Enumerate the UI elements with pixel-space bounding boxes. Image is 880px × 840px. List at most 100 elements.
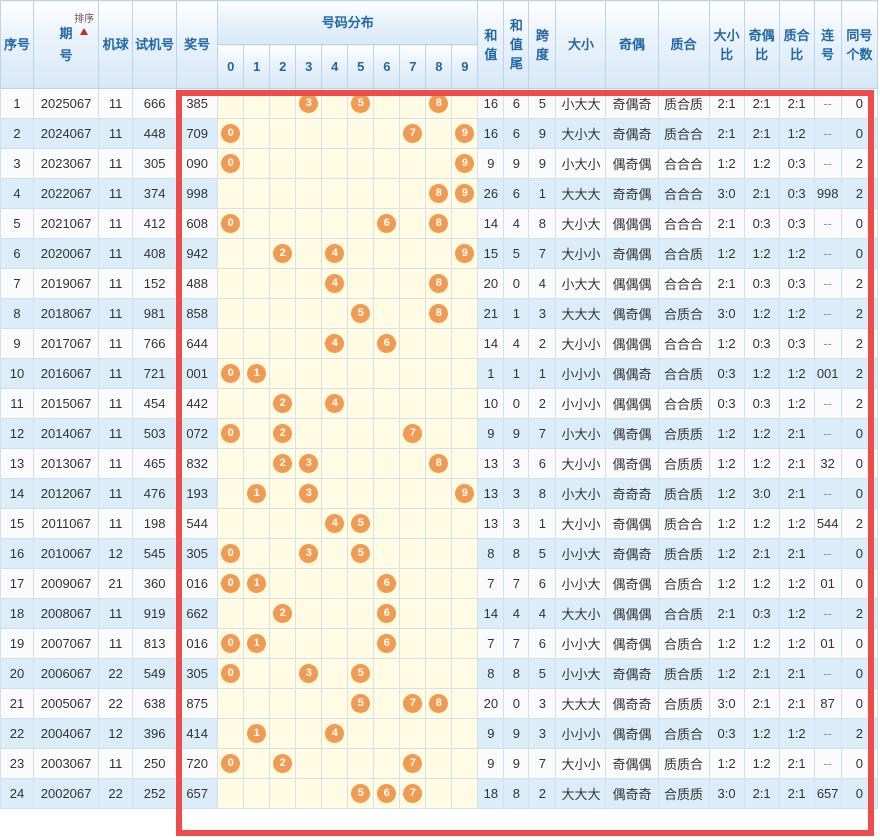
cell-machine-ball: 11: [98, 388, 134, 419]
cell-size: 大小小: [555, 448, 607, 479]
cell-span: 5: [528, 658, 557, 689]
cell-digit-6: [373, 658, 401, 689]
cell-size-ratio: 2:1: [708, 268, 745, 299]
cell-prime: 合质质: [657, 448, 710, 479]
cell-digit-7: 7: [399, 418, 427, 449]
cell-digit-0: [217, 238, 245, 269]
cell-digit-3: [295, 208, 323, 239]
cell-digit-3: [295, 628, 323, 659]
cell-seq: 17: [0, 568, 35, 599]
digit-ball: 8: [429, 214, 449, 233]
cell-sum: 21: [477, 298, 505, 329]
cell-size-ratio: 1:2: [708, 148, 745, 179]
cell-digit-0: 0: [217, 748, 245, 779]
cell-digit-5: 5: [347, 778, 375, 809]
digit-ball: 0: [221, 424, 241, 443]
cell-consecutive: --: [813, 88, 842, 119]
cell-digit-2: [269, 688, 297, 719]
cell-digit-8: [425, 478, 453, 509]
cell-prize-number: 016: [176, 568, 219, 599]
digit-ball: 4: [325, 514, 345, 533]
cell-digit-0: [217, 268, 245, 299]
cell-period: 2003067: [33, 748, 100, 779]
cell-period: 2010067: [33, 538, 100, 569]
cell-seq: 20: [0, 658, 35, 689]
cell-digit-3: [295, 148, 323, 179]
cell-test-number: 374: [132, 178, 178, 209]
cell-seq: 8: [0, 298, 35, 329]
cell-digit-8: [425, 538, 453, 569]
cell-prime: 合合质: [657, 388, 710, 419]
cell-digit-4: [321, 658, 349, 689]
cell-prize-number: 414: [176, 718, 219, 749]
cell-digit-1: 1: [243, 568, 271, 599]
digit-ball: 0: [221, 754, 241, 773]
cell-size: 大大大: [555, 778, 607, 809]
digit-ball: 3: [299, 544, 319, 563]
digit-column-header-8: 8: [425, 44, 453, 89]
digit-ball: 9: [455, 244, 475, 263]
cell-consecutive: 001: [813, 358, 842, 389]
cell-parity-ratio: 0:3: [743, 268, 780, 299]
digit-ball: 9: [455, 124, 475, 143]
cell-digit-0: 0: [217, 208, 245, 239]
digit-ball: 5: [351, 784, 371, 803]
cell-prime-ratio: 2:1: [778, 418, 815, 449]
cell-parity: 偶奇偶: [605, 628, 659, 659]
cell-digit-7: [399, 298, 427, 329]
cell-period: 2015067: [33, 388, 100, 419]
cell-digit-5: [347, 178, 375, 209]
cell-size-ratio: 1:2: [708, 508, 745, 539]
cell-digit-4: [321, 358, 349, 389]
digit-ball: 6: [377, 784, 397, 803]
cell-same-count: 0: [840, 448, 879, 479]
cell-prime-ratio: 2:1: [778, 478, 815, 509]
cell-test-number: 476: [132, 478, 178, 509]
cell-digit-6: [373, 718, 401, 749]
column-header-prime: 质合: [657, 0, 710, 89]
cell-test-number: 813: [132, 628, 178, 659]
cell-seq: 22: [0, 718, 35, 749]
cell-digit-6: [373, 508, 401, 539]
cell-span: 9: [528, 118, 557, 149]
cell-prize-number: 709: [176, 118, 219, 149]
cell-machine-ball: 11: [98, 88, 134, 119]
cell-digit-3: [295, 328, 323, 359]
cell-size: 小小小: [555, 358, 607, 389]
cell-sum: 20: [477, 688, 505, 719]
sort-control[interactable]: 排序: [71, 14, 97, 35]
table-row: 17 2009067 21 360 016 0 1 6 7 7 6 小小大 偶奇偶 合质合 1:2 1:2 1:…: [0, 568, 879, 599]
table-row: 11 2015067 11 454 442 2 4 10 0 2 小小小 偶偶偶 合合质 0:3 0:3 1:…: [0, 388, 879, 419]
cell-digit-7: [399, 718, 427, 749]
cell-size: 小大小: [555, 418, 607, 449]
cell-digit-4: [321, 628, 349, 659]
cell-seq: 5: [0, 208, 35, 239]
cell-digit-7: [399, 658, 427, 689]
cell-digit-5: 5: [347, 538, 375, 569]
cell-digit-8: [425, 418, 453, 449]
cell-digit-5: 5: [347, 658, 375, 689]
cell-digit-8: [425, 118, 453, 149]
digit-ball: 1: [247, 484, 267, 503]
cell-prize-number: 662: [176, 598, 219, 629]
cell-digit-9: [451, 718, 479, 749]
cell-consecutive: 32: [813, 448, 842, 479]
cell-span: 6: [528, 628, 557, 659]
cell-prime-ratio: 1:2: [778, 358, 815, 389]
cell-prime: 合质合: [657, 568, 710, 599]
cell-seq: 15: [0, 508, 35, 539]
cell-sum: 16: [477, 118, 505, 149]
cell-digit-7: [399, 388, 427, 419]
cell-period: 2025067: [33, 88, 100, 119]
digit-ball: 8: [429, 454, 449, 473]
column-header-span: 跨度: [528, 0, 557, 89]
digit-ball: 9: [455, 154, 475, 173]
cell-machine-ball: 22: [98, 658, 134, 689]
cell-span: 1: [528, 508, 557, 539]
cell-digit-2: [269, 328, 297, 359]
cell-test-number: 766: [132, 328, 178, 359]
cell-sum-tail: 7: [503, 568, 530, 599]
cell-machine-ball: 11: [98, 328, 134, 359]
cell-prize-number: 442: [176, 388, 219, 419]
cell-sum: 8: [477, 658, 505, 689]
